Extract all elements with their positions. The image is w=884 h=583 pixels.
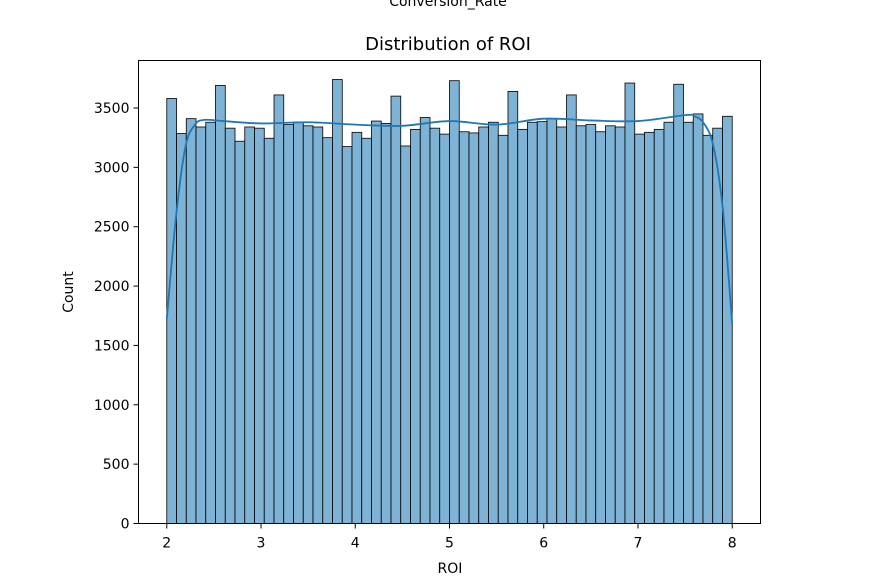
y-tick-label: 1500 xyxy=(94,338,130,354)
histogram-bar xyxy=(644,131,655,524)
histogram-bar xyxy=(371,120,382,524)
x-tick-label: 8 xyxy=(728,536,737,552)
y-axis-label: Count xyxy=(61,271,77,313)
x-tick-label: 6 xyxy=(539,536,548,552)
kde-curve xyxy=(165,113,734,325)
histogram-bar xyxy=(351,131,363,524)
histogram-bar xyxy=(653,128,665,524)
histogram-bar xyxy=(507,90,519,524)
y-tick-label: 500 xyxy=(103,457,130,473)
histogram-bar xyxy=(380,123,392,524)
y-tick-label: 3500 xyxy=(94,101,130,117)
histogram-bar xyxy=(302,125,314,524)
x-tick-label: 7 xyxy=(634,536,643,552)
y-tick-label: 2000 xyxy=(94,279,130,295)
histogram-bar xyxy=(332,79,343,524)
histogram-bar xyxy=(536,121,548,524)
histogram-bar xyxy=(205,121,216,524)
histogram-bar xyxy=(673,83,684,524)
histogram-bar xyxy=(614,126,626,524)
histogram-bar xyxy=(585,124,597,524)
histogram-bar xyxy=(429,127,441,524)
x-tick-label: 4 xyxy=(351,536,360,552)
histogram-bar xyxy=(390,95,402,524)
histogram-bar xyxy=(283,124,294,524)
histogram-bar xyxy=(361,137,372,524)
histogram-bar xyxy=(341,146,353,524)
x-tick-label: 5 xyxy=(445,536,454,552)
histogram-bar xyxy=(517,128,528,524)
histogram-bar xyxy=(234,140,246,524)
histogram-bar xyxy=(273,94,285,524)
histogram-bar xyxy=(458,131,470,524)
y-tick-label: 1000 xyxy=(94,398,130,414)
histogram-bar xyxy=(293,121,304,524)
histogram-bar xyxy=(215,85,226,524)
histogram-bar xyxy=(410,128,421,524)
y-tick-label: 0 xyxy=(121,517,130,533)
histogram-bar xyxy=(566,94,577,524)
histogram-bar xyxy=(244,126,255,524)
histogram-bar xyxy=(546,118,558,524)
histogram-bar xyxy=(322,137,333,524)
histogram-bar xyxy=(488,121,499,524)
histogram-bar xyxy=(683,121,694,524)
x-axis-label: ROI xyxy=(438,561,463,577)
x-axis-ticks: 2 3 4 5 6 7 8 xyxy=(162,523,737,552)
histogram-bar xyxy=(702,134,714,524)
y-tick-label: 2500 xyxy=(94,220,130,236)
histogram-bar xyxy=(722,115,733,524)
histogram-bar xyxy=(419,117,431,524)
histogram-bar xyxy=(634,133,645,524)
histogram-bar xyxy=(605,125,616,524)
y-axis-ticks: 0 500 1000 1500 2000 2500 3000 3500 xyxy=(94,101,139,533)
histogram-bar xyxy=(224,127,236,524)
histogram-bar xyxy=(692,113,704,524)
histogram-bar xyxy=(527,121,538,524)
histogram-bar xyxy=(400,145,411,524)
histogram-bar xyxy=(478,126,489,524)
histogram-bar xyxy=(468,132,480,524)
histogram-bar xyxy=(185,118,197,524)
histogram-bar xyxy=(195,126,207,524)
partial-title-above: Conversion_Rate xyxy=(389,0,507,10)
histogram-bar xyxy=(254,127,265,524)
histogram-bar xyxy=(263,137,275,524)
histogram-bar xyxy=(449,80,460,524)
histogram-bar xyxy=(663,121,675,524)
y-tick-label: 3000 xyxy=(94,160,130,176)
histogram-bar xyxy=(497,134,509,524)
x-tick-label: 3 xyxy=(257,536,266,552)
histogram-bar xyxy=(595,131,606,524)
histogram-bars xyxy=(166,79,733,524)
histogram-bar xyxy=(556,126,567,524)
x-tick-label: 2 xyxy=(162,536,171,552)
histogram-bar xyxy=(312,126,324,524)
histogram-bar xyxy=(575,125,587,524)
histogram-bar xyxy=(439,133,450,524)
chart-title: Distribution of ROI xyxy=(365,34,531,55)
histogram-bar xyxy=(624,82,636,524)
